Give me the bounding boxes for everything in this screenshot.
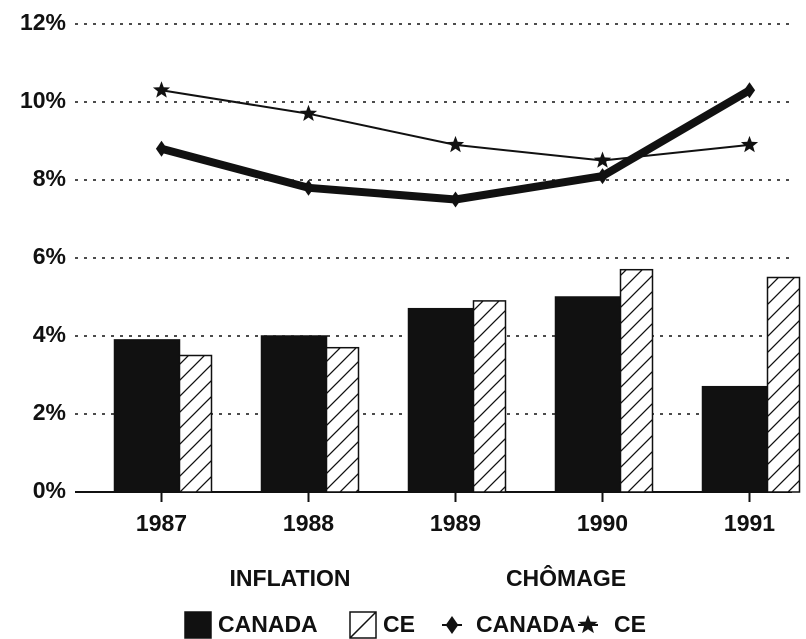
x-tick-label: 1989: [430, 510, 481, 536]
legend-group: INFLATION: [230, 565, 351, 591]
bar: [554, 296, 622, 493]
star-marker: [578, 615, 598, 634]
x-tick-label: 1987: [136, 510, 187, 536]
y-tick-label: 2%: [33, 399, 66, 425]
legend-hatch: [349, 611, 377, 639]
legend-group: CHÔMAGE: [506, 564, 626, 591]
bar: [766, 276, 801, 493]
bar: [260, 335, 328, 493]
y-tick-label: 8%: [33, 165, 66, 191]
y-tick-label: 10%: [20, 87, 66, 113]
diamond-marker: [155, 140, 168, 157]
legend-swatch: [184, 611, 212, 639]
bar: [701, 385, 769, 493]
y-tick-label: 4%: [33, 321, 66, 347]
diamond-marker: [302, 179, 315, 196]
star-marker: [446, 135, 465, 153]
diamond-marker: [449, 191, 462, 208]
y-tick-label: 0%: [33, 477, 66, 503]
bar: [407, 307, 475, 493]
star-marker: [152, 81, 171, 98]
bar: [113, 339, 181, 493]
legend-label: CANADA: [218, 611, 318, 637]
x-tick-label: 1991: [724, 510, 775, 536]
diamond-marker: [445, 616, 459, 634]
x-tick-label: 1990: [577, 510, 628, 536]
bar: [619, 268, 654, 493]
y-tick-label: 12%: [20, 9, 66, 35]
x-tick-label: 1988: [283, 510, 334, 536]
bar: [178, 354, 213, 493]
diamond-marker: [596, 168, 609, 185]
star-marker: [593, 151, 612, 168]
star-marker: [740, 135, 759, 153]
legend-label: CE: [383, 611, 415, 637]
bar: [472, 300, 507, 493]
bar: [325, 346, 360, 493]
diamond-marker: [743, 82, 756, 99]
legend-label: CANADA: [476, 611, 576, 637]
star-marker: [299, 104, 318, 121]
line: [161, 89, 750, 162]
legend-label: CE: [614, 611, 646, 637]
y-tick-label: 6%: [33, 243, 66, 269]
